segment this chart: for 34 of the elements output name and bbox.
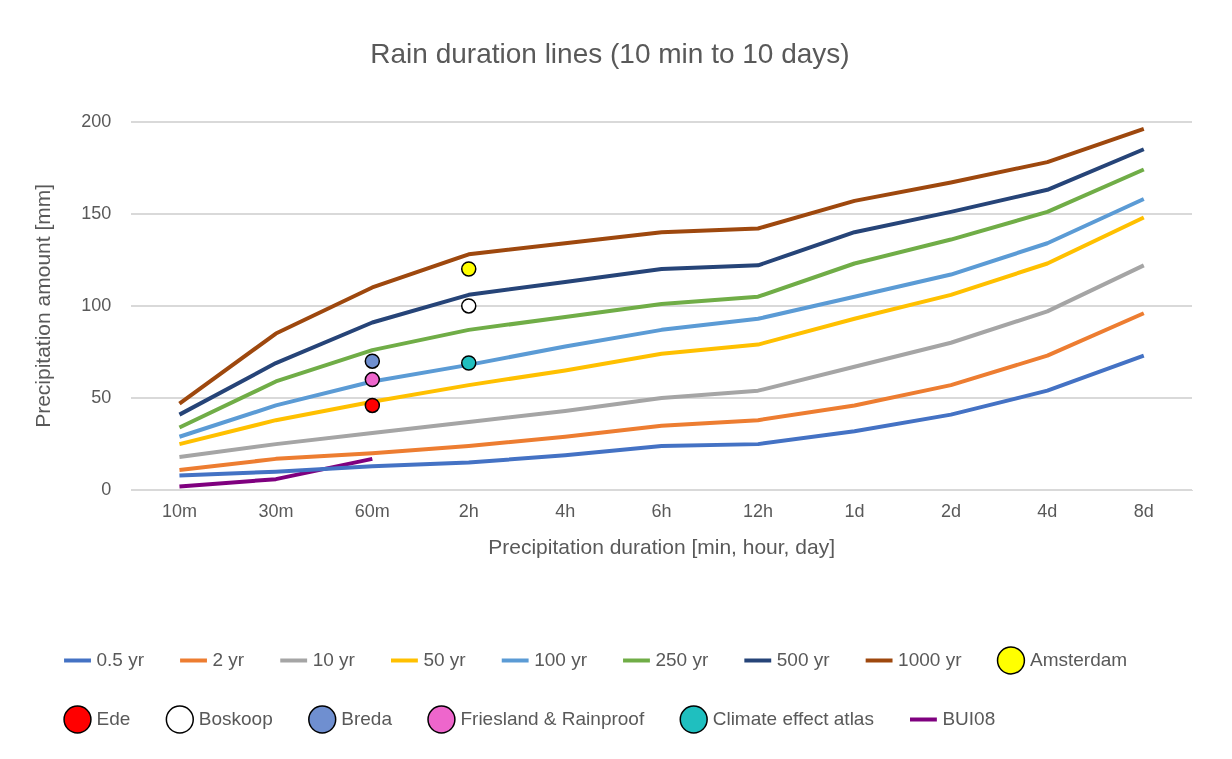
legend-label: 100 yr <box>534 648 588 670</box>
x-tick-label: 60m <box>354 500 390 521</box>
legend-label: 500 yr <box>776 648 831 670</box>
legend-label: 10 yr <box>312 648 356 670</box>
x-tick-label: 2h <box>458 500 479 521</box>
legend-label: Ede <box>96 707 131 729</box>
x-tick-label: 4h <box>555 500 576 521</box>
legend-label: Climate effect atlas <box>712 707 874 729</box>
x-axis-title: Precipitation duration [min, hour, day] <box>488 535 835 559</box>
y-tick-label: 0 <box>101 479 112 500</box>
x-tick-label: 10m <box>161 500 197 521</box>
x-tick-label: 4d <box>1037 500 1058 521</box>
legend-label: BUI08 <box>942 707 996 729</box>
x-tick-label: 6h <box>651 500 672 521</box>
chart-title: Rain duration lines (10 min to 10 days) <box>370 37 850 69</box>
legend-label: 50 yr <box>423 648 467 670</box>
legend-label: Breda <box>341 707 393 729</box>
y-axis-title: Precipitation amount [mm] <box>31 183 55 428</box>
x-tick-label: 8d <box>1133 500 1154 521</box>
legend-label: Friesland & Rainproof <box>460 707 645 729</box>
x-tick-label: 30m <box>258 500 294 521</box>
legend-label: 250 yr <box>655 648 709 670</box>
legend-label: Boskoop <box>198 707 273 729</box>
x-tick-label: 2d <box>940 500 961 521</box>
legend-label: 2 yr <box>212 648 245 670</box>
y-tick-label: 150 <box>81 202 112 223</box>
y-tick-label: 50 <box>91 387 112 408</box>
legend-label: Amsterdam <box>1029 648 1128 670</box>
legend-label: 0.5 yr <box>96 648 145 670</box>
x-tick-label: 1d <box>844 500 865 521</box>
y-tick-label: 100 <box>81 294 112 315</box>
x-tick-label: 12h <box>743 500 774 521</box>
legend-label: 1000 yr <box>898 648 963 670</box>
y-tick-label: 200 <box>81 110 112 131</box>
